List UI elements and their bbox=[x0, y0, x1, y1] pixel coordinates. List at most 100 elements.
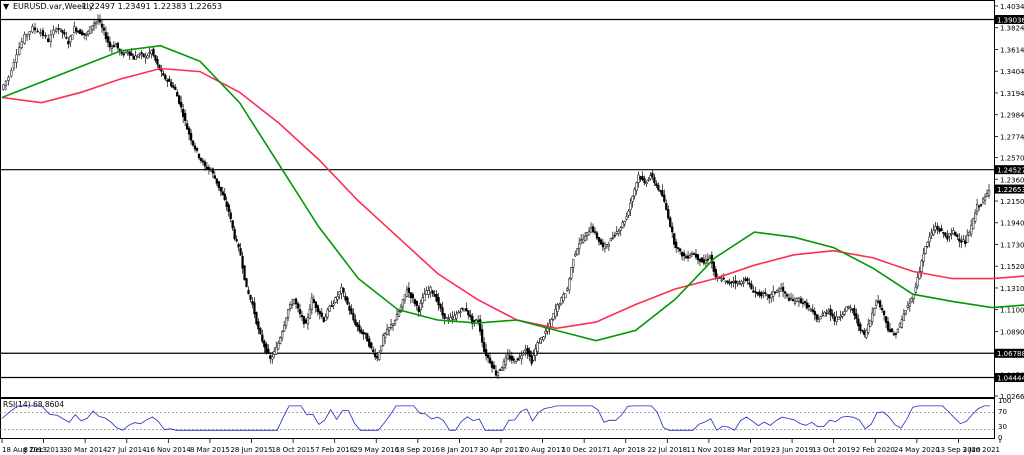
candle-body bbox=[599, 239, 603, 245]
candle-body bbox=[187, 127, 191, 135]
candle-body bbox=[114, 44, 117, 47]
candle-body bbox=[886, 321, 890, 331]
candle-body bbox=[330, 305, 333, 307]
price-tick-label: 1.29840 bbox=[1000, 112, 1024, 120]
candle-body bbox=[233, 228, 236, 240]
candle-body bbox=[677, 247, 680, 249]
candle-body bbox=[936, 225, 939, 230]
price-tick-label: 1.11000 bbox=[1000, 307, 1024, 315]
current-price-tag: 1.22653 bbox=[995, 184, 1024, 194]
candle-body bbox=[247, 289, 250, 295]
candle-body bbox=[667, 209, 670, 219]
candle-body bbox=[122, 53, 125, 56]
candle-body bbox=[229, 212, 232, 220]
candle-body bbox=[833, 316, 836, 322]
candle-body bbox=[811, 309, 814, 312]
candle-body bbox=[77, 31, 80, 33]
candle-body bbox=[245, 278, 248, 288]
candle-body bbox=[966, 235, 969, 243]
candle-body bbox=[756, 291, 759, 295]
candle-body bbox=[10, 70, 13, 77]
candle-body bbox=[641, 175, 644, 181]
candle-body bbox=[156, 58, 159, 65]
candle-body bbox=[437, 297, 440, 306]
candle-body bbox=[564, 293, 567, 299]
candle-body bbox=[902, 313, 906, 321]
candle-body bbox=[950, 233, 953, 235]
level-label: 1.04444 bbox=[997, 374, 1024, 382]
candle-body bbox=[257, 321, 260, 330]
candle-body bbox=[136, 56, 139, 58]
candle-body bbox=[934, 226, 937, 231]
candle-body bbox=[821, 313, 824, 316]
candle-body bbox=[663, 194, 666, 202]
horizontal-levels[interactable]: 1.39036 1.24527 1.06788 1.04444 bbox=[0, 14, 1024, 382]
candle-body bbox=[853, 308, 856, 316]
candle-body bbox=[429, 286, 432, 293]
candle-body bbox=[665, 202, 668, 210]
candle-body bbox=[328, 305, 331, 312]
candle-body bbox=[128, 51, 131, 56]
candle-body bbox=[302, 316, 306, 325]
candle-body bbox=[730, 281, 733, 284]
time-tick-label: 7 Feb 2016 bbox=[315, 446, 355, 454]
candle-body bbox=[213, 175, 216, 179]
candle-body bbox=[609, 238, 612, 242]
level-label: 1.24527 bbox=[997, 166, 1024, 174]
candle-body bbox=[397, 311, 401, 317]
candle-body bbox=[421, 297, 424, 304]
candle-body bbox=[552, 313, 555, 320]
time-tick-label: 20 Aug 2017 bbox=[520, 446, 565, 454]
candle-body bbox=[661, 190, 664, 197]
candle-body bbox=[320, 312, 323, 317]
candle-body bbox=[407, 287, 411, 293]
candle-body bbox=[44, 35, 47, 37]
candle-body bbox=[174, 86, 177, 90]
candle-body bbox=[930, 232, 933, 236]
candle-body bbox=[829, 308, 832, 316]
price-panel[interactable] bbox=[0, 0, 995, 398]
candle-body bbox=[979, 204, 983, 206]
candle-body bbox=[981, 198, 985, 203]
candle-body bbox=[550, 319, 553, 327]
candle-body bbox=[98, 19, 102, 23]
candle-body bbox=[688, 255, 692, 258]
candle-body bbox=[146, 55, 149, 59]
candle-body bbox=[243, 265, 246, 280]
candle-body bbox=[279, 337, 282, 344]
candle-body bbox=[457, 311, 460, 314]
candle-body bbox=[265, 343, 268, 353]
candle-body bbox=[637, 174, 640, 183]
candle-body bbox=[106, 36, 110, 43]
candle-body bbox=[750, 283, 753, 290]
candle-body bbox=[532, 355, 535, 361]
candle-body bbox=[182, 108, 185, 118]
candle-body bbox=[768, 294, 771, 299]
candle-body bbox=[409, 292, 413, 298]
candle-body bbox=[110, 46, 114, 49]
chart-menu-icon[interactable]: ▼ bbox=[3, 2, 10, 11]
candle-body bbox=[865, 330, 868, 338]
candle-body bbox=[970, 224, 973, 235]
candle-body bbox=[560, 297, 563, 304]
candle-body bbox=[570, 267, 573, 279]
candle-body bbox=[669, 217, 672, 227]
rsi-tick-label: 100 bbox=[998, 397, 1011, 405]
candle-body bbox=[215, 178, 218, 184]
candle-body bbox=[835, 316, 838, 322]
candle-body bbox=[138, 53, 141, 56]
candle-body bbox=[197, 153, 201, 159]
candle-body bbox=[453, 315, 456, 320]
rsi-panel[interactable] bbox=[0, 398, 995, 439]
candle-body bbox=[841, 314, 844, 317]
candle-body bbox=[690, 253, 694, 255]
candle-body bbox=[764, 292, 767, 294]
candle-body bbox=[738, 283, 741, 285]
candle-body bbox=[193, 145, 197, 150]
candle-body bbox=[433, 294, 436, 297]
candle-body bbox=[61, 29, 64, 33]
candle-body bbox=[906, 305, 909, 308]
candle-body bbox=[73, 26, 76, 34]
candle-body bbox=[851, 308, 854, 311]
